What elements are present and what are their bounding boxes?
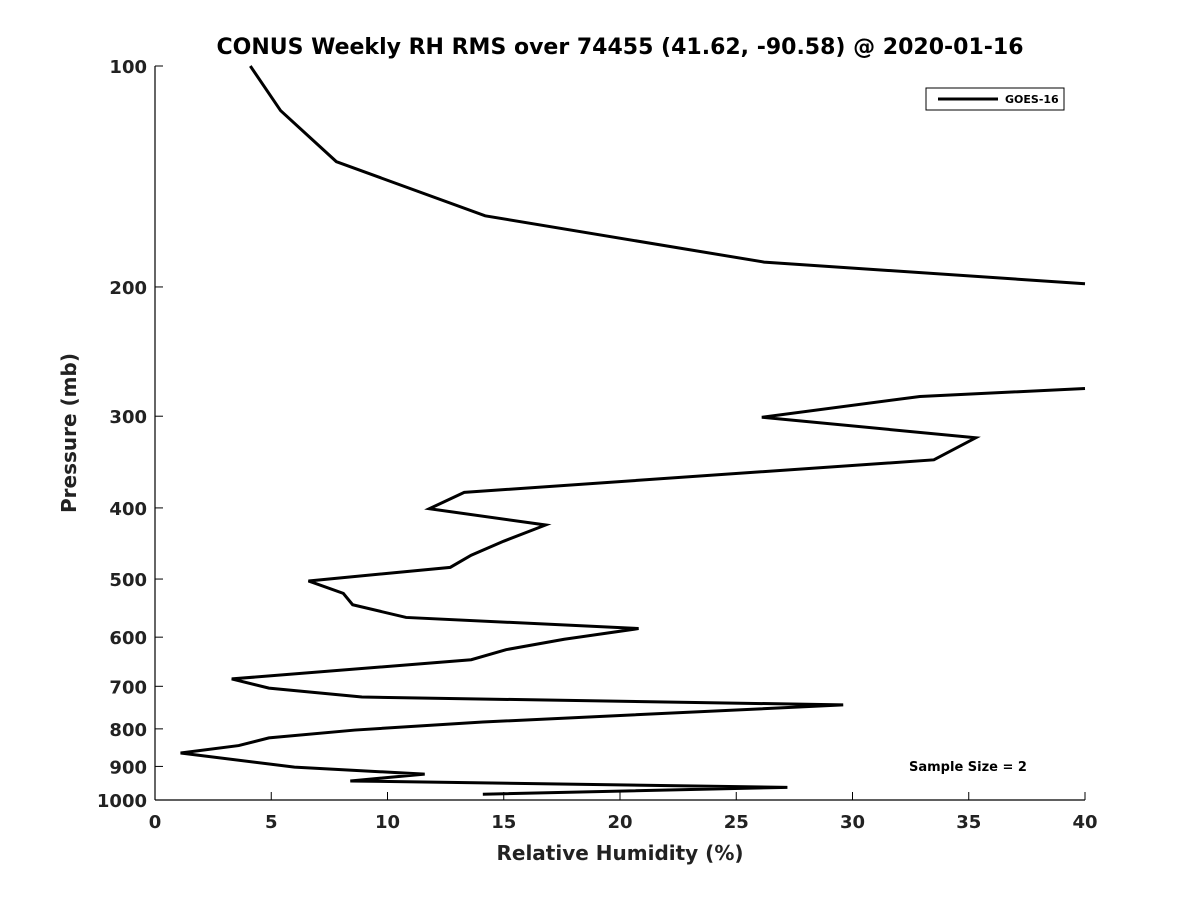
legend: GOES-16: [925, 87, 1065, 111]
y-tick-label: 400: [109, 499, 147, 520]
x-tick-label: 10: [375, 812, 400, 833]
y-axis-label: Pressure (mb): [57, 353, 81, 513]
sample-size-annotation: Sample Size = 2: [909, 760, 1027, 775]
y-tick-label: 900: [109, 757, 147, 778]
series-layer: [180, 65, 1086, 796]
x-axis-label: Relative Humidity (%): [496, 841, 743, 865]
y-tick-label: 100: [109, 57, 147, 78]
y-tick-label: 500: [109, 570, 147, 591]
x-tick-label: 5: [265, 812, 278, 833]
y-tick-label: 200: [109, 278, 147, 299]
y-tick-label: 600: [109, 628, 147, 649]
y-tick-group: 100 200 300 400 500 600 700 800 900 1000: [97, 57, 163, 812]
chart-title: CONUS Weekly RH RMS over 74455 (41.62, -…: [216, 35, 1023, 60]
x-tick-label: 15: [491, 812, 516, 833]
x-tick-label: 40: [1072, 812, 1097, 833]
y-tick-label: 700: [109, 677, 147, 698]
x-tick-label: 20: [607, 812, 632, 833]
x-tick-label: 0: [149, 812, 162, 833]
series-line-goes-16: [180, 65, 1086, 796]
x-tick-label: 30: [840, 812, 865, 833]
legend-label-goes-16: GOES-16: [1005, 93, 1059, 106]
x-tick-label: 25: [724, 812, 749, 833]
x-tick-label: 35: [956, 812, 981, 833]
x-tick-group: 0 5 10 15 20 25 30 35 40: [149, 792, 1098, 833]
y-tick-label: 800: [109, 720, 147, 741]
y-tick-label: 300: [109, 407, 147, 428]
y-tick-label: 1000: [97, 791, 147, 812]
